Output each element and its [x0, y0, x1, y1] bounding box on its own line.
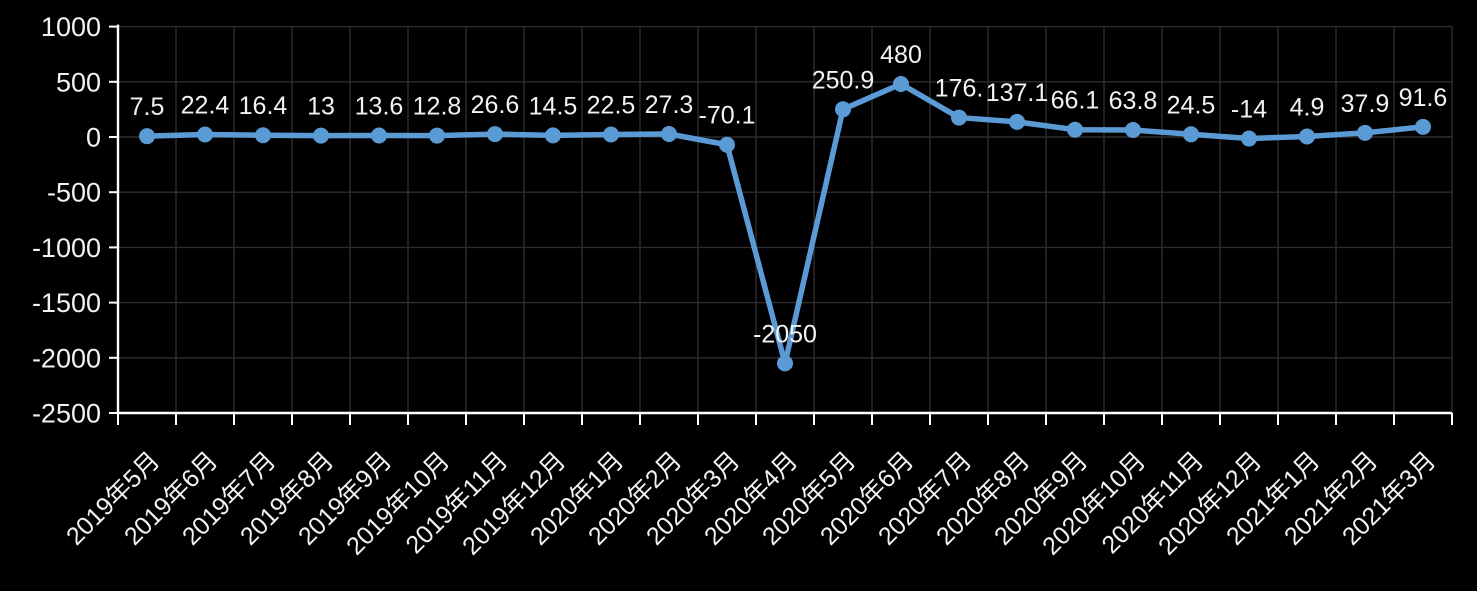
data-point-marker	[603, 126, 619, 143]
y-axis-tick-label: -1500	[32, 288, 101, 318]
y-axis-tick-label: -1000	[32, 233, 101, 263]
data-point-label: -2050	[753, 320, 817, 348]
data-point-marker	[951, 109, 967, 126]
data-point-marker	[487, 126, 503, 143]
data-point-marker	[313, 127, 329, 144]
data-point-marker	[661, 125, 677, 142]
data-point-marker	[545, 127, 561, 144]
y-axis-tick-label: 0	[86, 122, 101, 152]
data-point-marker	[1009, 113, 1025, 130]
data-point-marker	[139, 128, 155, 145]
data-point-marker	[893, 76, 909, 93]
data-point-marker	[1299, 128, 1315, 145]
data-point-marker	[371, 127, 387, 144]
data-point-marker	[719, 136, 735, 153]
data-point-label: 12.8	[413, 93, 462, 121]
data-point-marker	[1241, 130, 1257, 147]
data-point-label: 137.1	[986, 79, 1049, 107]
data-point-label: -70.1	[699, 102, 756, 130]
data-point-label: 7.5	[130, 93, 165, 121]
y-axis-tick-label: -500	[47, 178, 101, 208]
data-point-marker	[1183, 126, 1199, 143]
y-axis-tick-label: -2500	[32, 398, 101, 428]
data-point-label: 176.	[935, 75, 984, 103]
data-point-label: 480	[880, 41, 922, 69]
data-point-marker	[1357, 124, 1373, 141]
data-point-marker	[429, 127, 445, 144]
data-point-label: 13.6	[355, 92, 404, 120]
data-point-label: 4.9	[1290, 93, 1325, 121]
data-point-label: 26.6	[471, 91, 520, 119]
y-axis-tick-label: 1000	[41, 12, 101, 42]
data-point-label: 63.8	[1109, 87, 1158, 115]
data-point-label: 91.6	[1399, 84, 1448, 112]
data-point-label: 27.3	[645, 91, 694, 119]
data-point-label: 16.4	[239, 92, 288, 120]
data-point-label: 24.5	[1167, 91, 1216, 119]
data-point-marker	[1125, 121, 1141, 138]
data-point-label: 22.4	[181, 92, 230, 120]
data-point-marker	[197, 126, 213, 143]
y-axis-tick-label: -2000	[32, 343, 101, 373]
data-point-label: 13	[307, 93, 335, 121]
data-point-marker	[1415, 118, 1431, 135]
data-point-marker	[835, 101, 851, 118]
data-point-label: 14.5	[529, 92, 578, 120]
data-point-label: 66.1	[1051, 87, 1100, 115]
data-point-label: -14	[1231, 96, 1267, 124]
data-point-label: 250.9	[812, 66, 875, 94]
data-point-label: 37.9	[1341, 90, 1390, 118]
y-axis-tick-label: 500	[56, 67, 101, 97]
data-point-label: 22.5	[587, 92, 636, 120]
data-point-marker	[255, 127, 271, 144]
data-point-marker	[777, 355, 793, 372]
data-point-marker	[1067, 121, 1083, 138]
